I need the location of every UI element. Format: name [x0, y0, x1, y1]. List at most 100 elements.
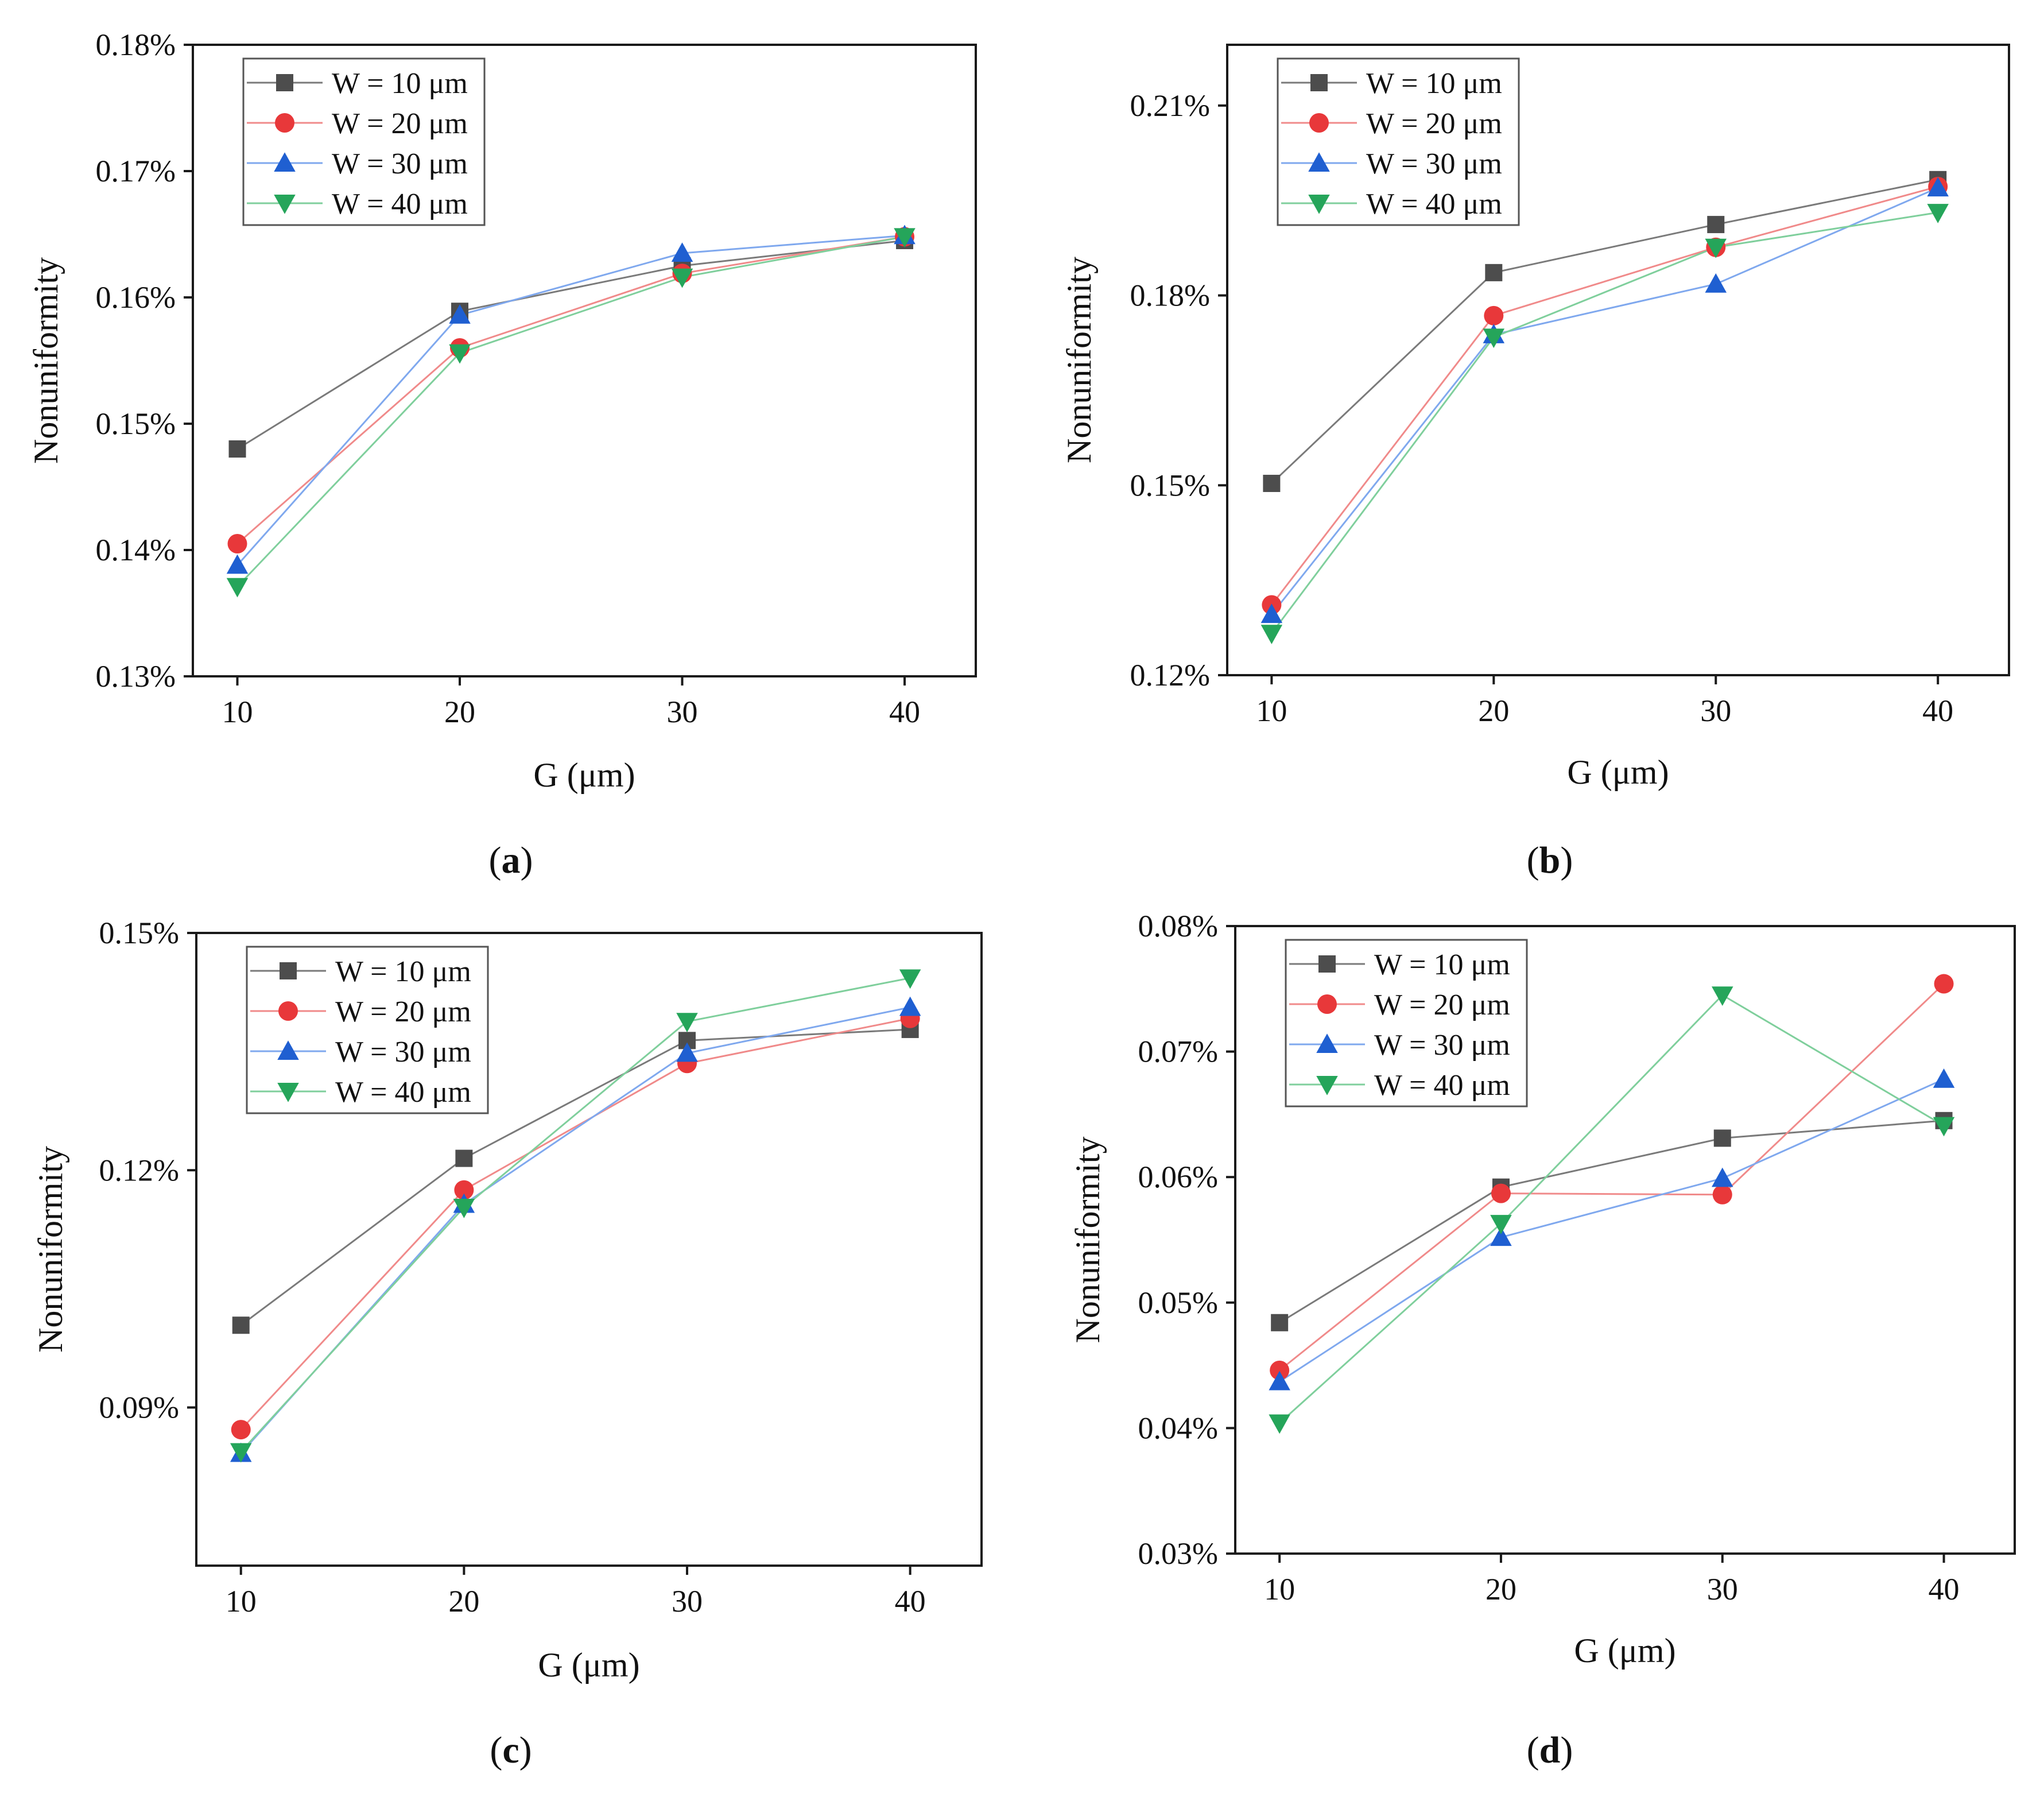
panel-d-x-axis-title: G (μm) — [1574, 1632, 1675, 1670]
panel-a-y-tick-label: 0.13% — [96, 659, 176, 694]
panel-c-x-tick-label: 40 — [895, 1584, 926, 1618]
panel-d-label: (d) — [1527, 1729, 1573, 1771]
panel-b-point-w40-g40 — [1927, 204, 1949, 223]
panel-c-series-line-w20 — [240, 1017, 910, 1431]
panel-c-x-tick-label: 30 — [672, 1584, 703, 1618]
panel-d-y-tick-label: 0.03% — [1138, 1536, 1218, 1571]
panel-a-point-w40-g30 — [671, 268, 693, 288]
panel-b-legend-marker — [1308, 152, 1330, 172]
panel-c-plot-frame — [195, 932, 983, 1567]
panel-a-x-tick-label: 40 — [889, 695, 920, 729]
panel-b-point-w40-g20 — [1483, 328, 1505, 348]
panel-c-x-axis-title: G (μm) — [538, 1646, 639, 1684]
panel-c-legend-entry: W = 10 μm — [335, 955, 471, 988]
panel-a-legend-marker — [275, 113, 294, 133]
panel-c-series-line-w40 — [240, 977, 910, 1453]
panel-a-point-w30-g10 — [226, 554, 249, 574]
panel-a-y-tick-label: 0.18% — [96, 28, 176, 62]
panel-b-legend-marker — [1310, 74, 1328, 91]
panel-b-point-w30-g40 — [1927, 177, 1949, 197]
panel-d-point-w30-g40 — [1933, 1068, 1955, 1088]
panel-b-series-line-w30 — [1271, 187, 1938, 615]
panel-d-legend-entry: W = 10 μm — [1374, 948, 1510, 981]
panel-b-point-w40-g10 — [1260, 625, 1283, 644]
panel-b-label: (b) — [1527, 839, 1573, 881]
panel-c-point-w40-g40 — [899, 969, 921, 989]
panel-c: 0.09% 0.12% 0.15% 10 20 30 40 G (μm) Nonuniformi… — [32, 916, 983, 1771]
panel-d-legend-entry: W = 20 μm — [1374, 989, 1510, 1021]
panel-c-point-w20-g10 — [231, 1420, 251, 1440]
panel-d-x-tick-label: 40 — [1929, 1572, 1960, 1606]
panel-d-y-tick-label: 0.05% — [1138, 1285, 1218, 1320]
panel-a-y-axis-title: Nonuniformity — [27, 257, 65, 464]
panel-d-y-tick-label: 0.04% — [1138, 1411, 1218, 1445]
panel-c-x-tick-label: 20 — [448, 1584, 479, 1618]
panel-b-series-line-w10 — [1271, 179, 1938, 485]
panel-b-y-tick-label: 0.21% — [1130, 88, 1210, 123]
panel-d-series-line-w30 — [1279, 1078, 1945, 1382]
panel-b-y-tick-label: 0.15% — [1130, 468, 1210, 502]
panel-b-series-line-w20 — [1271, 185, 1938, 606]
panel-d: 0.03% 0.04% 0.05% 0.06% 0.07% 0.08% 10 20 30 40 G … — [1069, 909, 2016, 1771]
panel-c-legend-entry: W = 30 μm — [335, 1036, 471, 1068]
panel-d-point-w30-g20 — [1490, 1226, 1512, 1246]
panel-c-point-w40-g10 — [230, 1443, 252, 1463]
panel-a-x-tick-label: 20 — [444, 695, 475, 729]
panel-b: 0.12% 0.15% 0.18% 0.21% 10 20 30 40 G (μm) Nonuni… — [1060, 44, 2010, 881]
panel-c-legend-entry: W = 20 μm — [335, 996, 471, 1028]
panel-b-point-w10-g10 — [1263, 474, 1281, 492]
panel-b-x-tick-label: 10 — [1256, 694, 1287, 728]
panel-c-legend: W = 10 μm W = 20 μm W = 30 μm W = 40 μm — [246, 946, 489, 1114]
panel-a-legend-entry: W = 30 μm — [332, 148, 468, 180]
panel-d-point-w10-g30 — [1713, 1129, 1731, 1147]
panel-b-y-tick-label: 0.12% — [1130, 658, 1210, 692]
panel-b-x-tick-label: 30 — [1700, 694, 1731, 728]
panel-b-legend: W = 10 μm W = 20 μm W = 30 μm W = 40 μm — [1277, 57, 1520, 226]
panel-a-legend-entry: W = 10 μm — [332, 67, 468, 100]
panel-a-point-w40-g20 — [449, 344, 471, 364]
panel-b-point-w10-g20 — [1485, 264, 1503, 281]
panel-c-legend-marker — [277, 1083, 299, 1102]
panel-b-legend-entry: W = 30 μm — [1366, 148, 1502, 180]
panel-c-point-w20-g20 — [454, 1180, 474, 1200]
panel-c-y-tick-label: 0.09% — [99, 1391, 179, 1425]
panel-d-legend-entry: W = 30 μm — [1374, 1029, 1510, 1062]
panel-d-plot-frame — [1234, 925, 2016, 1555]
panel-c-y-tick-label: 0.15% — [99, 916, 179, 950]
panel-a-plot-frame — [192, 44, 977, 677]
panel-a-legend: W = 10 μm W = 20 μm W = 30 μm W = 40 μm — [242, 57, 486, 226]
panel-a: 0.13% 0.14% 0.15% 0.16% 0.17% 0.18% 10 20 30 40 G … — [27, 28, 977, 881]
panel-b-x-axis-title: G (μm) — [1567, 753, 1669, 791]
panel-d-y-tick-label: 0.06% — [1138, 1160, 1218, 1194]
panel-c-point-w10-g10 — [232, 1316, 250, 1334]
panel-d-x-tick-label: 10 — [1264, 1572, 1295, 1606]
panel-a-y-tick-label: 0.17% — [96, 154, 176, 188]
panel-d-legend-marker — [1316, 1076, 1338, 1095]
panel-d-point-w20-g30 — [1712, 1184, 1732, 1205]
panel-c-point-w40-g20 — [453, 1198, 475, 1218]
panel-c-y-tick-label: 0.12% — [99, 1153, 179, 1187]
panel-a-series-line-w30 — [236, 234, 905, 566]
panel-b-point-w40-g30 — [1705, 238, 1727, 258]
panel-c-point-w30-g30 — [676, 1042, 698, 1062]
panel-a-point-w30-g30 — [671, 242, 693, 262]
panel-d-series-line-w40 — [1279, 994, 1945, 1424]
panel-b-series-line-w40 — [1271, 211, 1938, 634]
panel-a-y-tick-label: 0.15% — [96, 406, 176, 441]
panel-b-legend-marker — [1309, 113, 1329, 133]
panel-d-y-tick-label: 0.08% — [1138, 909, 1218, 943]
panel-c-label: (c) — [490, 1729, 532, 1771]
panel-a-y-tick-label: 0.14% — [96, 533, 176, 567]
panel-d-legend-marker — [1318, 955, 1336, 973]
panel-c-series-line-w10 — [240, 1028, 910, 1326]
panel-d-point-w30-g10 — [1269, 1370, 1290, 1391]
panel-a-point-w10-g10 — [228, 440, 246, 458]
panel-b-x-tick-label: 40 — [1922, 694, 1953, 728]
panel-b-point-w30-g10 — [1260, 603, 1283, 624]
panel-b-point-w30-g30 — [1705, 273, 1727, 293]
panel-d-series-line-w20 — [1279, 983, 1945, 1372]
panel-d-point-w20-g20 — [1491, 1183, 1511, 1203]
panel-a-x-tick-label: 10 — [222, 695, 253, 729]
